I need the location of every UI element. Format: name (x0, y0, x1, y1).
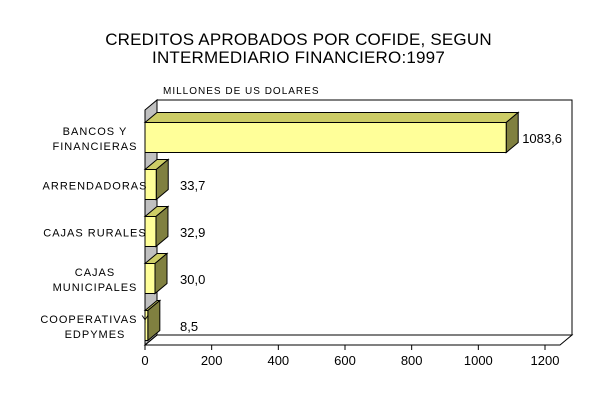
value-label-0: 1083,6 (522, 131, 562, 146)
category-label-2-0: CAJAS RURALES (43, 227, 146, 239)
category-label-1-0: ARRENDADORAS (43, 180, 148, 192)
category-label-3-0: CAJAS (75, 267, 115, 279)
x-tick-label-2: 400 (267, 353, 289, 368)
x-tick-label-3: 600 (334, 353, 356, 368)
value-label-1: 33,7 (180, 178, 205, 193)
category-label-4-0: COOPERATIVAS Y (40, 314, 149, 326)
plot-floor (143, 334, 574, 346)
x-tick-label-5: 1000 (464, 353, 493, 368)
bar-top-0 (143, 112, 520, 123)
unit-label: MILLONES DE US DOLARES (163, 86, 320, 97)
x-tick-label-6: 1200 (531, 353, 560, 368)
category-label-0-0: BANCOS Y (63, 126, 128, 138)
value-label-2: 32,9 (180, 225, 205, 240)
category-label-3-1: MUNICIPALES (53, 282, 138, 294)
bar-3 (144, 263, 156, 294)
x-tick-label-1: 200 (201, 353, 223, 368)
value-label-3: 30,0 (180, 272, 205, 287)
bar-0 (144, 122, 507, 153)
chart-title-line-1: CREDITOS APROBADOS POR COFIDE, SEGUN (105, 30, 492, 49)
value-label-4: 8,5 (180, 319, 198, 334)
x-tick-label-0: 0 (141, 353, 148, 368)
chart-title-line-2: INTERMEDIARIO FINANCIERO:1997 (152, 48, 445, 67)
category-label-4-1: EDPYMES (65, 329, 126, 341)
category-label-0-1: FINANCIERAS (53, 141, 138, 153)
x-tick-label-4: 800 (401, 353, 423, 368)
